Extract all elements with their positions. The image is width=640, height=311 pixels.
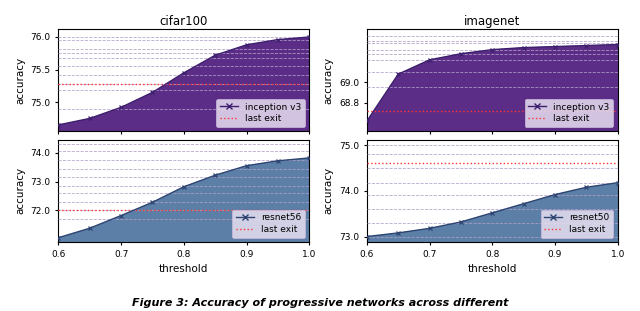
Y-axis label: accuracy: accuracy <box>15 167 25 215</box>
Y-axis label: accuracy: accuracy <box>323 57 333 104</box>
Title: cifar100: cifar100 <box>159 15 208 28</box>
Text: Figure 3: Accuracy of progressive networks across different: Figure 3: Accuracy of progressive networ… <box>132 298 508 308</box>
Legend: inception v3, last exit: inception v3, last exit <box>525 99 613 127</box>
X-axis label: threshold: threshold <box>159 264 209 274</box>
Legend: inception v3, last exit: inception v3, last exit <box>216 99 305 127</box>
X-axis label: threshold: threshold <box>468 264 517 274</box>
Title: imagenet: imagenet <box>464 15 520 28</box>
Y-axis label: accuracy: accuracy <box>15 57 25 104</box>
Y-axis label: accuracy: accuracy <box>323 167 333 215</box>
Legend: resnet56, last exit: resnet56, last exit <box>232 210 305 238</box>
Legend: resnet50, last exit: resnet50, last exit <box>541 210 613 238</box>
